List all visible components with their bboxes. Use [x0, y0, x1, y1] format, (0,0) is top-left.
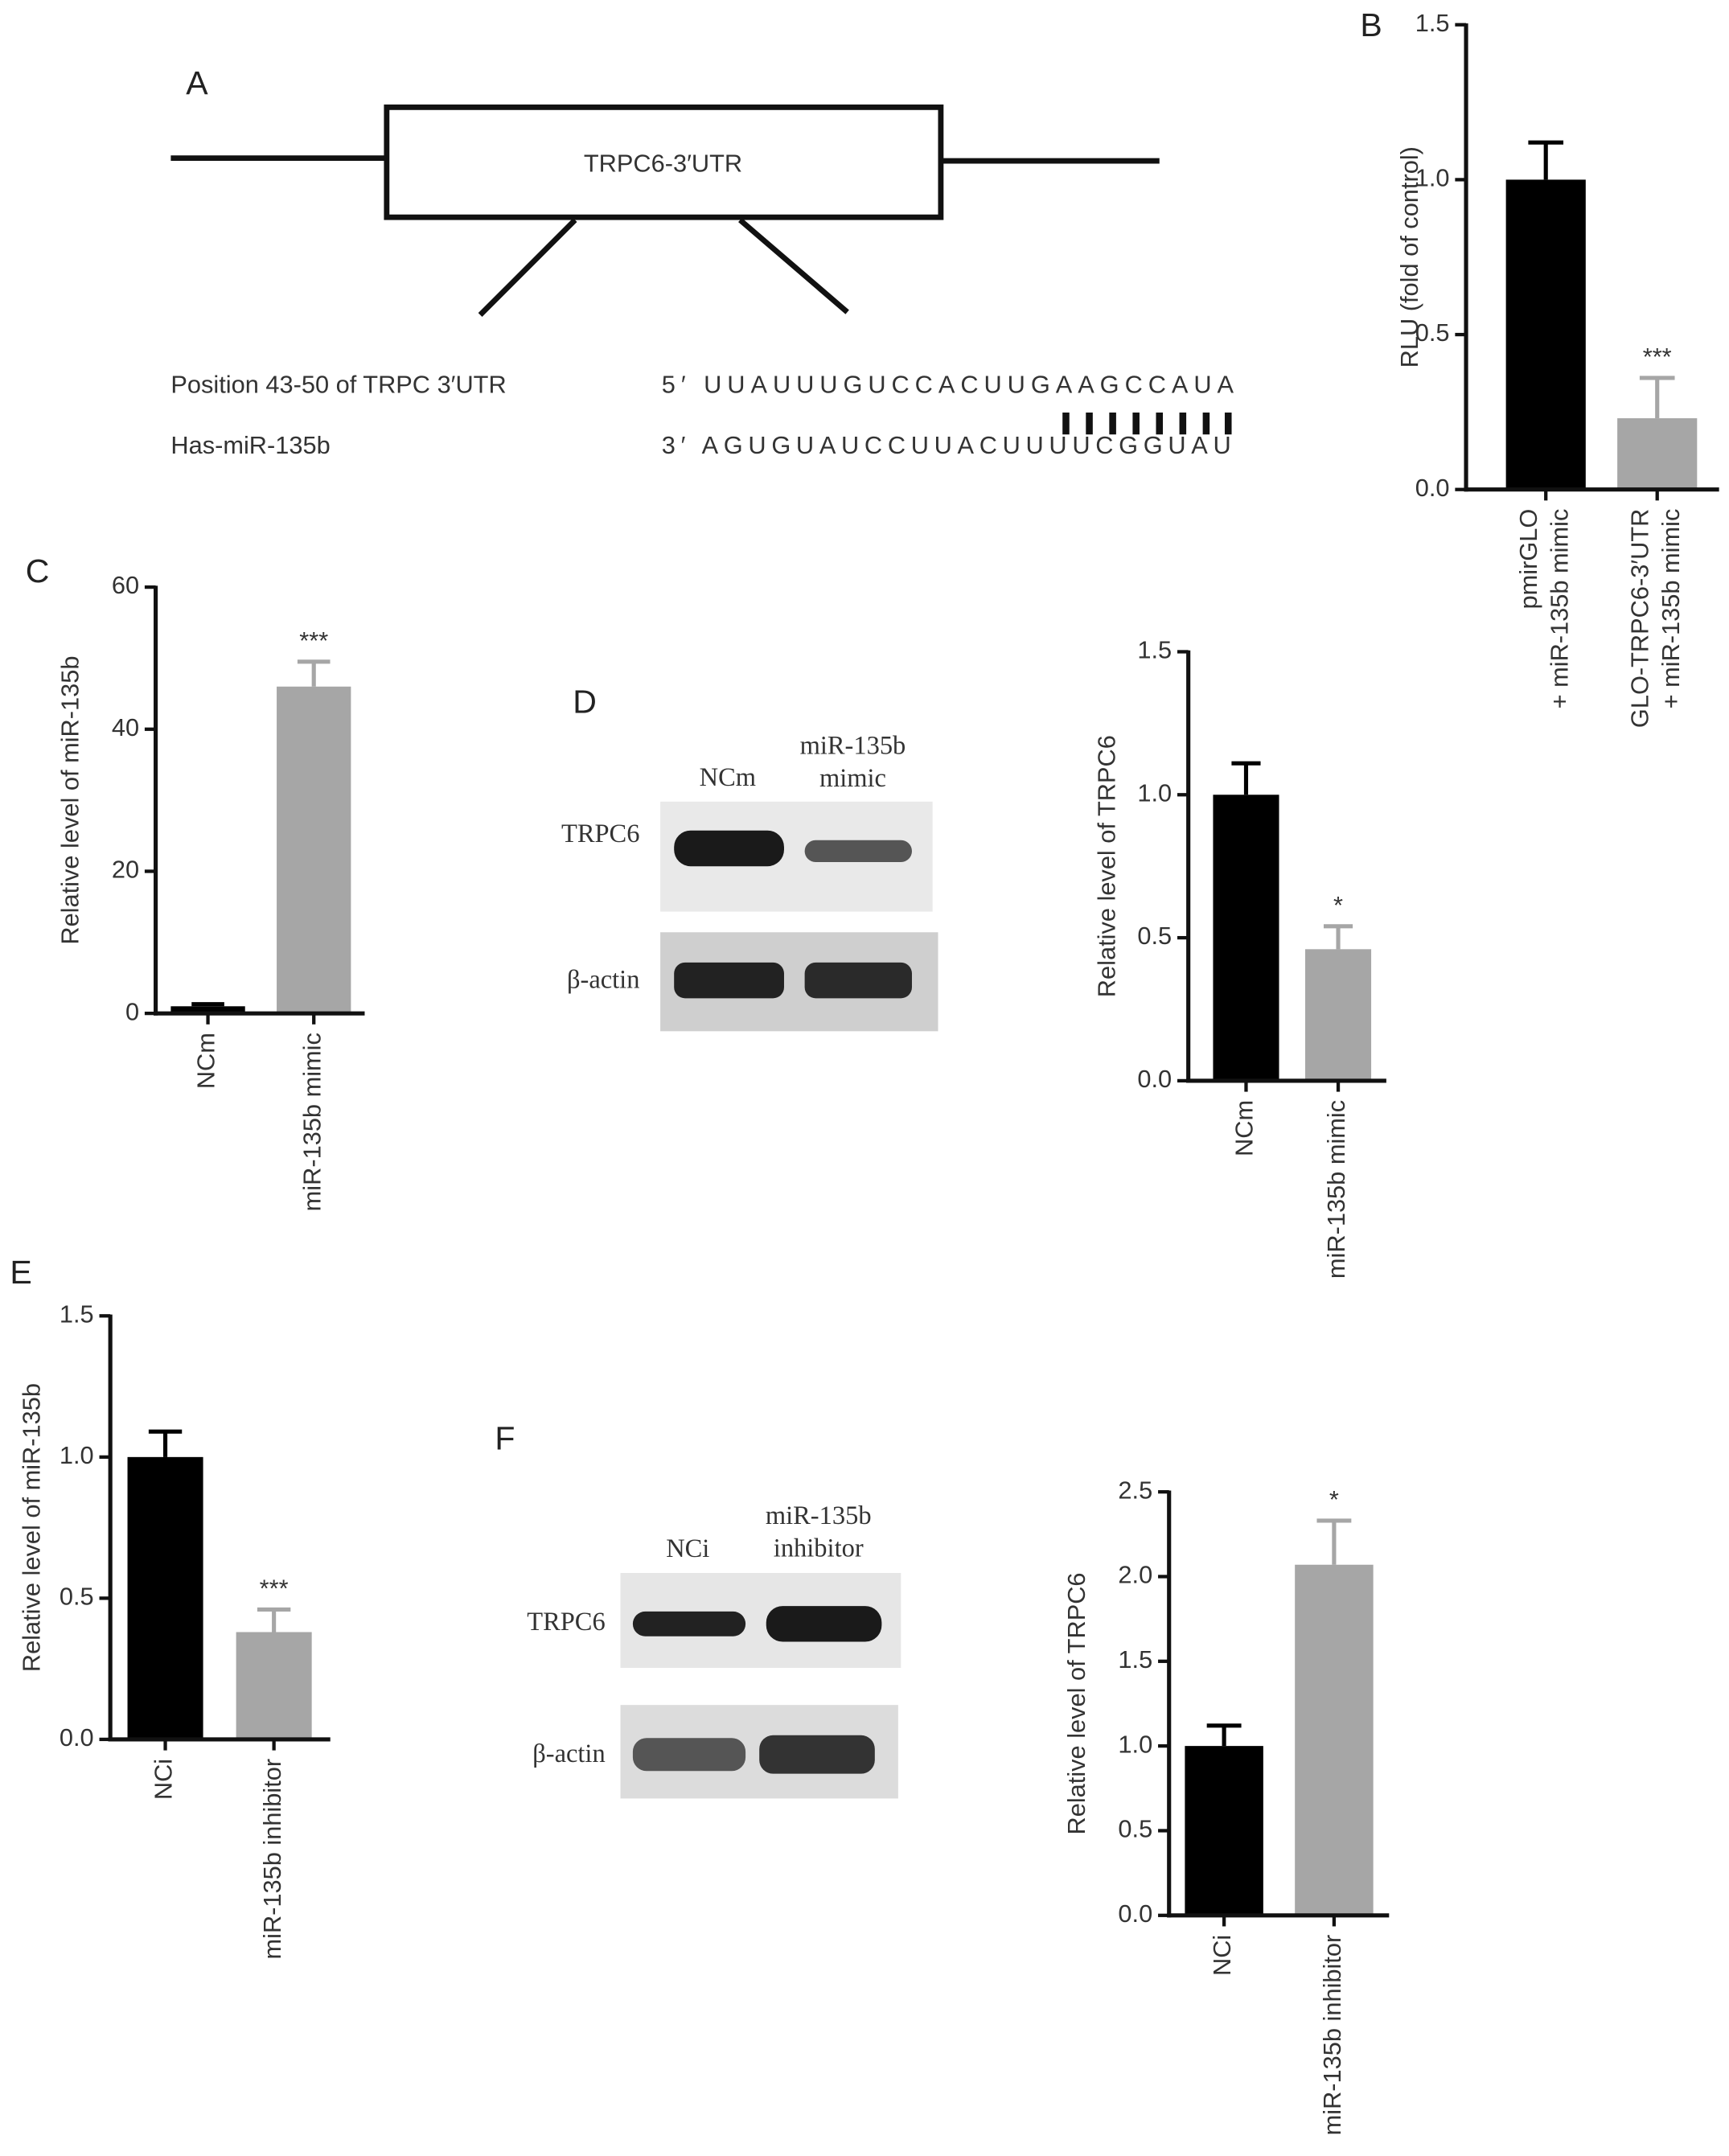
lane-label: NCi — [666, 1534, 709, 1563]
error-bar — [1316, 1518, 1352, 1565]
y-axis-label: Relative level of miR-135b — [55, 656, 84, 945]
y-tick-label: 1.0 — [60, 1441, 94, 1469]
lane-label: miR-135b mimic — [800, 732, 906, 794]
y-tick-label: 0.0 — [1137, 1065, 1172, 1093]
error-bar — [1323, 924, 1353, 950]
band — [804, 840, 912, 863]
row-label: β-actin — [532, 1739, 605, 1768]
bar — [127, 1456, 203, 1739]
bar — [277, 686, 351, 1014]
y-tick-label: 0.5 — [1415, 318, 1450, 347]
error-bar — [1206, 1723, 1242, 1747]
band — [766, 1606, 882, 1642]
y-tick-label: 60 — [112, 571, 139, 599]
lane-label: miR-135b inhibitor — [766, 1501, 872, 1563]
site-line — [738, 217, 849, 314]
site-line — [478, 218, 577, 317]
lane-label: NCm — [700, 763, 756, 792]
error-bar — [297, 659, 331, 687]
error-bar — [1231, 761, 1261, 795]
y-tick-label: 0.0 — [60, 1723, 94, 1751]
error-bar — [191, 1002, 224, 1007]
y-axis-label: Relative level of miR-135b — [18, 1383, 46, 1672]
row-label: TRPC6 — [561, 819, 639, 848]
sequence: 3′ AGUGUAUCCUUACUUUUCGGUAU — [662, 431, 1231, 459]
x-tick-label: miR-135b mimic — [298, 1033, 326, 1211]
x-tick-label: NCm — [192, 1033, 220, 1089]
bar — [236, 1632, 312, 1739]
x-tick-label: GLO-TRPC6-3′UTR + miR-135b mimic — [1626, 509, 1685, 728]
significance: *** — [1643, 343, 1672, 371]
y-tick-label: 0.5 — [1137, 922, 1172, 950]
y-tick-label: 1.0 — [1118, 1730, 1152, 1758]
bar — [1304, 949, 1372, 1081]
bar — [170, 1006, 245, 1014]
panel-label: E — [10, 1254, 31, 1291]
panel-label: C — [26, 552, 50, 589]
bar — [1213, 795, 1279, 1081]
y-tick-label: 1.5 — [1415, 9, 1450, 37]
row-label: Has-miR-135b — [170, 431, 330, 459]
y-tick-label: 1.0 — [1137, 778, 1172, 807]
y-tick-label: 1.5 — [1137, 636, 1172, 664]
y-tick-label: 2.0 — [1118, 1561, 1152, 1589]
band — [632, 1738, 746, 1772]
sequence: 5′ UUAUUUGUCCACUUGAAGCCAUA — [662, 371, 1234, 399]
y-tick-label: 2.5 — [1118, 1476, 1152, 1504]
significance: *** — [299, 626, 328, 655]
y-tick-label: 0.0 — [1415, 474, 1450, 502]
bar — [1505, 179, 1586, 490]
error-bar — [257, 1607, 291, 1632]
significance: *** — [260, 1575, 289, 1603]
y-tick-label: 1.5 — [60, 1300, 94, 1328]
y-tick-label: 0.5 — [60, 1583, 94, 1611]
panel-label: F — [495, 1420, 515, 1457]
bar — [1295, 1564, 1374, 1916]
x-tick-label: miR-135b inhibitor — [258, 1759, 286, 1960]
x-tick-label: pmirGLO + miR-135b mimic — [1514, 509, 1573, 709]
x-tick-label: NCi — [150, 1759, 178, 1800]
significance: * — [1329, 1485, 1339, 1513]
base-pairs — [1062, 412, 1232, 435]
error-bar — [148, 1429, 183, 1457]
x-tick-label: NCm — [1230, 1100, 1259, 1156]
panel-label: A — [186, 64, 208, 101]
error-bar — [1639, 376, 1675, 419]
box-label: TRPC6-3′UTR — [584, 149, 742, 177]
x-tick-label: miR-135b mimic — [1322, 1100, 1350, 1279]
y-tick-label: 20 — [112, 856, 139, 884]
band — [674, 962, 784, 999]
y-axis-label: Relative level of TRPC6 — [1062, 1572, 1090, 1834]
y-tick-label: 0 — [125, 997, 139, 1025]
band — [674, 830, 784, 867]
y-tick-label: 0.5 — [1118, 1815, 1152, 1843]
significance: * — [1333, 891, 1343, 919]
y-tick-label: 1.5 — [1118, 1645, 1152, 1673]
x-tick-label: miR-135b inhibitor — [1318, 1935, 1346, 2136]
row-label: β-actin — [567, 965, 639, 994]
panel-label: B — [1360, 6, 1382, 43]
bar — [1617, 418, 1698, 490]
panel-label: D — [573, 683, 597, 720]
y-axis-label: Relative level of TRPC6 — [1093, 735, 1121, 997]
row-label: TRPC6 — [527, 1608, 605, 1637]
y-tick-label: 0.0 — [1118, 1899, 1152, 1928]
band — [632, 1611, 746, 1637]
bar — [1185, 1746, 1263, 1916]
y-axis-label: RLU (fold of control) — [1395, 146, 1423, 368]
x-tick-label: NCi — [1208, 1935, 1236, 1976]
row-label: Position 43-50 of TRPC 3′UTR — [170, 371, 506, 399]
y-tick-label: 40 — [112, 713, 139, 741]
y-tick-label: 1.0 — [1415, 164, 1450, 192]
error-bar — [1528, 140, 1564, 180]
band — [804, 962, 912, 999]
band — [759, 1735, 875, 1774]
